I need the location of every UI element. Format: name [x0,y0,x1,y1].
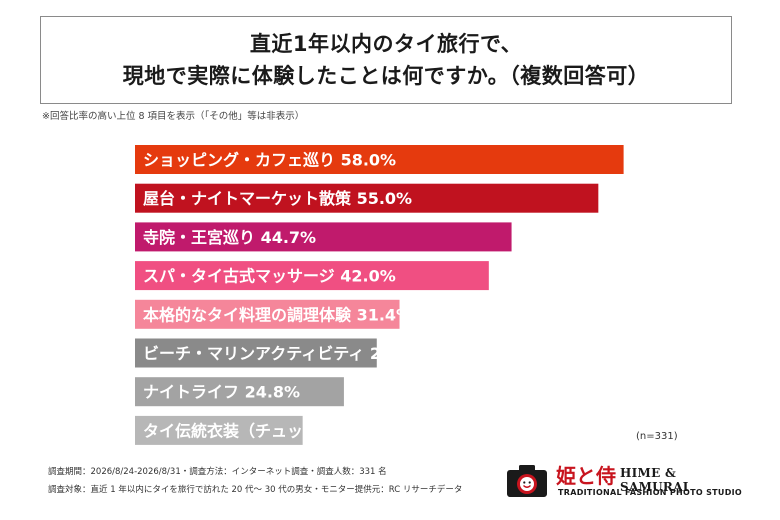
bar-6 [135,338,377,368]
bar-label-3: 寺院・王宮巡り 44.7% [143,228,316,247]
bar-label-8: タイ伝統衣装（チュッタイ）を着ての写真撮影 19.9% [143,421,540,440]
survey-footer: 調査期間：2026/8/24-2026/8/31・調査方法：インターネット調査・… [48,463,462,499]
chart-note: ※回答比率の高い上位 8 項目を表示（「その他」等は非表示） [42,111,305,122]
logo-tagline: TRADITIONAL FASHION PHOTO STUDIO [558,488,743,497]
sample-size: (n=331) [636,431,678,442]
bar-2 [135,183,599,213]
survey-info-line-1: 調査期間：2026/8/24-2026/8/31・調査方法：インターネット調査・… [48,467,387,477]
chart-title-line-1: 直近1年以内のタイ旅行で、 [249,32,523,56]
bar-3 [135,222,512,252]
chart-title-line-2: 現地で実際に体験したことは何ですか。（複数回答可） [122,64,650,88]
bar-4 [135,261,489,291]
bar-label-6: ビーチ・マリンアクティビティ 28.7% [143,344,425,363]
bar-label-5: 本格的なタイ料理の調理体験 31.4% [143,305,412,324]
bar-7 [135,377,344,407]
bar-8 [135,415,303,445]
bar-label-2: 屋台・ナイトマーケット散策 55.0% [143,189,412,208]
brand-logo: 姫と侍 HIME & SAMURAI TRADITIONAL FASHION P… [506,460,746,504]
bar-label-7: ナイトライフ 24.8% [143,383,300,402]
logo-kanji: 姫と侍 [556,464,616,488]
bar-label-1: ショッピング・カフェ巡り 58.0% [143,151,396,170]
camera-icon [507,465,547,497]
bar-5 [135,299,400,329]
bar-label-4: スパ・タイ古式マッサージ 42.0% [143,267,396,286]
bar-1 [135,145,624,174]
logo-name: HIME & SAMURAI [620,466,689,494]
survey-info-line-2: 調査対象：直近 1 年以内にタイを旅行で訪れた 20 代～ 30 代の男女・モニ… [48,485,463,495]
title-box: 直近1年以内のタイ旅行で、 現地で実際に体験したことは何ですか。（複数回答可） [40,16,732,104]
